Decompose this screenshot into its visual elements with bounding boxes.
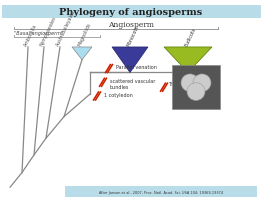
Polygon shape bbox=[112, 48, 148, 73]
Circle shape bbox=[193, 75, 211, 92]
Text: Amborella: Amborella bbox=[23, 23, 38, 47]
Bar bbox=[172, 65, 220, 109]
Text: Phylogeny of angiosperms: Phylogeny of angiosperms bbox=[59, 8, 203, 17]
Text: Magnoliids: Magnoliids bbox=[78, 22, 93, 47]
Polygon shape bbox=[72, 48, 92, 60]
Bar bbox=[2, 6, 261, 18]
Text: Monocots: Monocots bbox=[125, 24, 140, 47]
Text: Nymphaeales: Nymphaeales bbox=[39, 15, 58, 47]
Text: Parallel venation: Parallel venation bbox=[116, 65, 157, 70]
Text: Austrobaileyales: Austrobaileyales bbox=[55, 9, 77, 47]
Circle shape bbox=[181, 75, 199, 92]
Text: bundles: bundles bbox=[110, 84, 129, 89]
Text: After Jansen et al., 2007, Proc. Natl. Acad. Sci. USA 104: 19369-19374: After Jansen et al., 2007, Proc. Natl. A… bbox=[99, 190, 223, 194]
Text: Eudicots: Eudicots bbox=[184, 26, 196, 47]
Text: 1 cotyledon: 1 cotyledon bbox=[104, 92, 133, 97]
Text: "Basal angiosperm": "Basal angiosperm" bbox=[14, 31, 63, 36]
Circle shape bbox=[187, 83, 205, 101]
Text: Angiosperm: Angiosperm bbox=[108, 21, 154, 29]
Bar bbox=[65, 186, 257, 197]
Polygon shape bbox=[164, 48, 212, 73]
Text: Tricolpate pollen: Tricolpate pollen bbox=[168, 81, 208, 86]
Text: scattered vascular: scattered vascular bbox=[110, 78, 155, 83]
